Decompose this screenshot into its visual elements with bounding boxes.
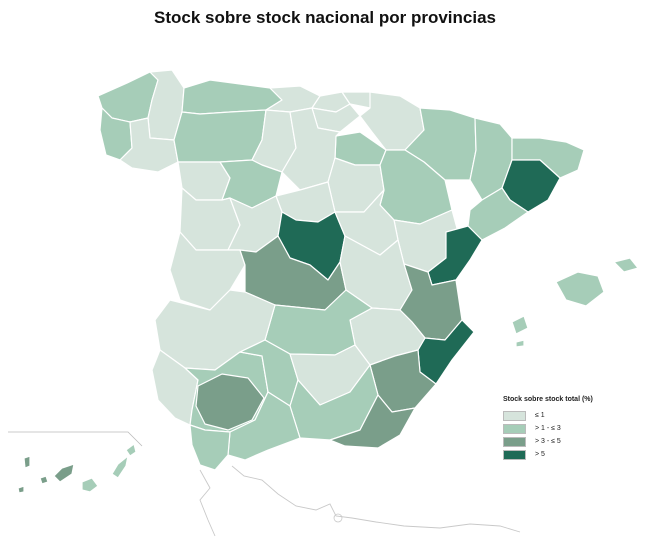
province-tarragona[interactable] (467, 187, 529, 241)
province-huesca[interactable] (404, 107, 477, 181)
legend-swatch (503, 410, 526, 421)
north-africa-coastline (199, 465, 521, 537)
legend: Stock sobre stock total (%) ≤ 1 > 1 - ≤ … (503, 396, 593, 461)
legend-swatch (503, 423, 526, 434)
island-el-hierro[interactable] (17, 485, 25, 494)
canary-inset-border (8, 431, 143, 447)
province-ourense[interactable] (119, 117, 179, 173)
legend-label: > 5 (535, 451, 545, 458)
ceuta-outline (333, 513, 343, 523)
island-menorca[interactable] (613, 257, 639, 273)
island-formentera[interactable] (515, 339, 525, 348)
legend-label: > 3 - ≤ 5 (535, 438, 561, 445)
island-tenerife[interactable] (53, 463, 75, 483)
province-cadiz[interactable] (189, 424, 231, 471)
island-la-gomera[interactable] (39, 475, 49, 485)
province-malaga[interactable] (227, 391, 301, 461)
legend-item: ≤ 1 (503, 409, 593, 422)
island-ibiza[interactable] (511, 315, 529, 335)
province-caceres[interactable] (169, 231, 246, 311)
legend-title: Stock sobre stock total (%) (503, 396, 593, 403)
legend-item: > 3 - ≤ 5 (503, 435, 593, 448)
legend-item: > 1 - ≤ 3 (503, 422, 593, 435)
island-gran-canaria[interactable] (81, 477, 99, 493)
legend-swatch (503, 449, 526, 460)
legend-swatch (503, 436, 526, 447)
island-mallorca[interactable] (555, 271, 605, 307)
legend-label: > 1 - ≤ 3 (535, 425, 561, 432)
province-leon[interactable] (173, 109, 267, 163)
map-title: Stock sobre stock nacional por provincia… (154, 8, 496, 27)
island-fuerteventura[interactable] (111, 455, 129, 479)
island-lanzarote[interactable] (125, 443, 137, 457)
province-almeria[interactable] (329, 394, 416, 449)
legend-item: > 5 (503, 448, 593, 461)
island-la-palma[interactable] (23, 455, 31, 469)
legend-label: ≤ 1 (535, 412, 545, 419)
province-sevilla-core (195, 373, 265, 431)
